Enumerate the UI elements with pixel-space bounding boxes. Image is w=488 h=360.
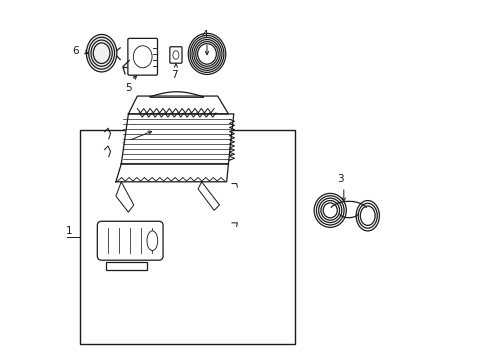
Text: 4: 4 bbox=[202, 30, 208, 40]
Polygon shape bbox=[121, 114, 233, 164]
Text: 3: 3 bbox=[337, 174, 344, 184]
Ellipse shape bbox=[313, 193, 346, 227]
Ellipse shape bbox=[147, 231, 157, 251]
Text: 1: 1 bbox=[66, 226, 73, 236]
Polygon shape bbox=[116, 182, 134, 212]
Polygon shape bbox=[198, 182, 219, 210]
Polygon shape bbox=[128, 96, 228, 114]
FancyBboxPatch shape bbox=[97, 221, 163, 260]
Ellipse shape bbox=[355, 201, 379, 231]
Text: 5: 5 bbox=[125, 83, 131, 93]
Bar bbox=[106, 262, 147, 270]
Bar bbox=[80, 130, 294, 344]
Ellipse shape bbox=[86, 35, 117, 72]
FancyBboxPatch shape bbox=[127, 39, 157, 75]
Text: 7: 7 bbox=[171, 70, 178, 80]
Text: 2: 2 bbox=[121, 143, 128, 153]
Ellipse shape bbox=[188, 33, 225, 75]
Polygon shape bbox=[116, 164, 228, 182]
FancyBboxPatch shape bbox=[169, 47, 182, 63]
Text: 6: 6 bbox=[72, 46, 79, 56]
